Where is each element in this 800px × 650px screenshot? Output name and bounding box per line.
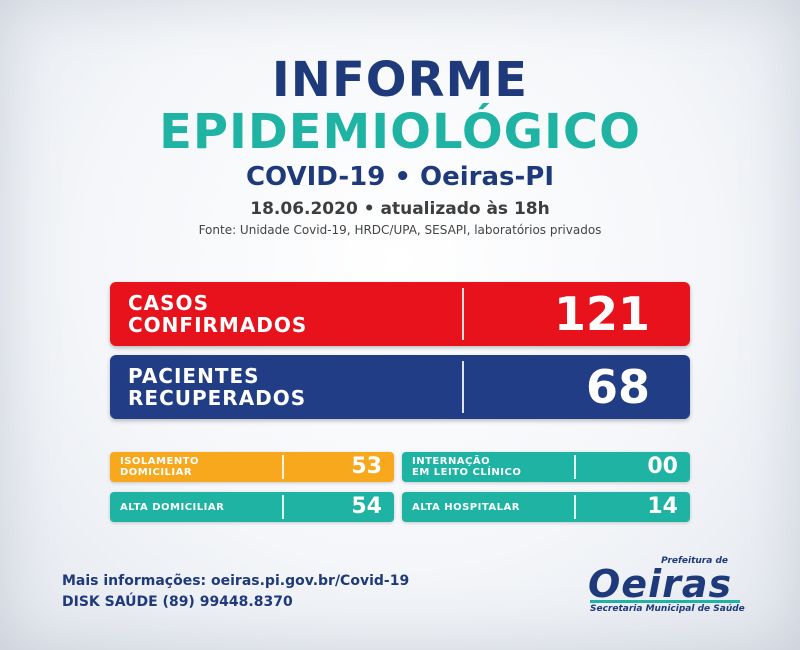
divider [282, 495, 284, 519]
home-discharge-value: 54 [351, 494, 382, 519]
divider [574, 495, 576, 519]
clinical-bed-box: INTERNAÇÃO EM LEITO CLÍNICO 00 [402, 452, 690, 482]
logo-prefeitura: Prefeitura de [661, 556, 728, 566]
oeiras-logo: Prefeitura de Oeiras Secretaria Municipa… [586, 556, 756, 618]
clinical-bed-label: INTERNAÇÃO EM LEITO CLÍNICO [412, 456, 522, 478]
more-info-link[interactable]: Mais informações: oeiras.pi.gov.br/Covid… [62, 573, 410, 589]
confirmed-cases-box: CASOS CONFIRMADOS 121 [110, 282, 690, 346]
recovered-patients-value: 68 [585, 360, 650, 414]
source-line: Fonte: Unidade Covid-19, HRDC/UPA, SESAP… [198, 223, 602, 237]
divider [462, 288, 464, 340]
logo-name: Oeiras [588, 562, 733, 606]
clinical-bed-value: 00 [647, 454, 678, 479]
home-isolation-label: ISOLAMENTO DOMICILIAR [120, 456, 200, 478]
recovered-patients-label: PACIENTES RECUPERADOS [128, 364, 307, 410]
logo-secretaria: Secretaria Municipal de Saúde [590, 604, 745, 614]
confirmed-cases-value: 121 [553, 287, 650, 341]
home-discharge-label: ALTA DOMICILIAR [120, 501, 225, 513]
divider [282, 455, 284, 479]
date-line: 18.06.2020 • atualizado às 18h [250, 199, 550, 219]
hospital-discharge-box: ALTA HOSPITALAR 14 [402, 492, 690, 522]
title-epidemiologico: EPIDEMIOLÓGICO [159, 104, 641, 160]
subtitle: COVID-19 • Oeiras-PI [245, 162, 555, 192]
home-discharge-box: ALTA DOMICILIAR 54 [110, 492, 394, 522]
logo-bar [590, 600, 740, 603]
divider [462, 361, 464, 413]
recovered-patients-box: PACIENTES RECUPERADOS 68 [110, 355, 690, 419]
disk-saude-phone: DISK SAÚDE (89) 99448.8370 [62, 594, 293, 610]
home-isolation-box: ISOLAMENTO DOMICILIAR 53 [110, 452, 394, 482]
title-informe: INFORME [271, 52, 529, 108]
home-isolation-value: 53 [351, 454, 382, 479]
divider [574, 455, 576, 479]
hospital-discharge-label: ALTA HOSPITALAR [412, 501, 520, 513]
hospital-discharge-value: 14 [647, 494, 678, 519]
confirmed-cases-label: CASOS CONFIRMADOS [128, 291, 308, 337]
